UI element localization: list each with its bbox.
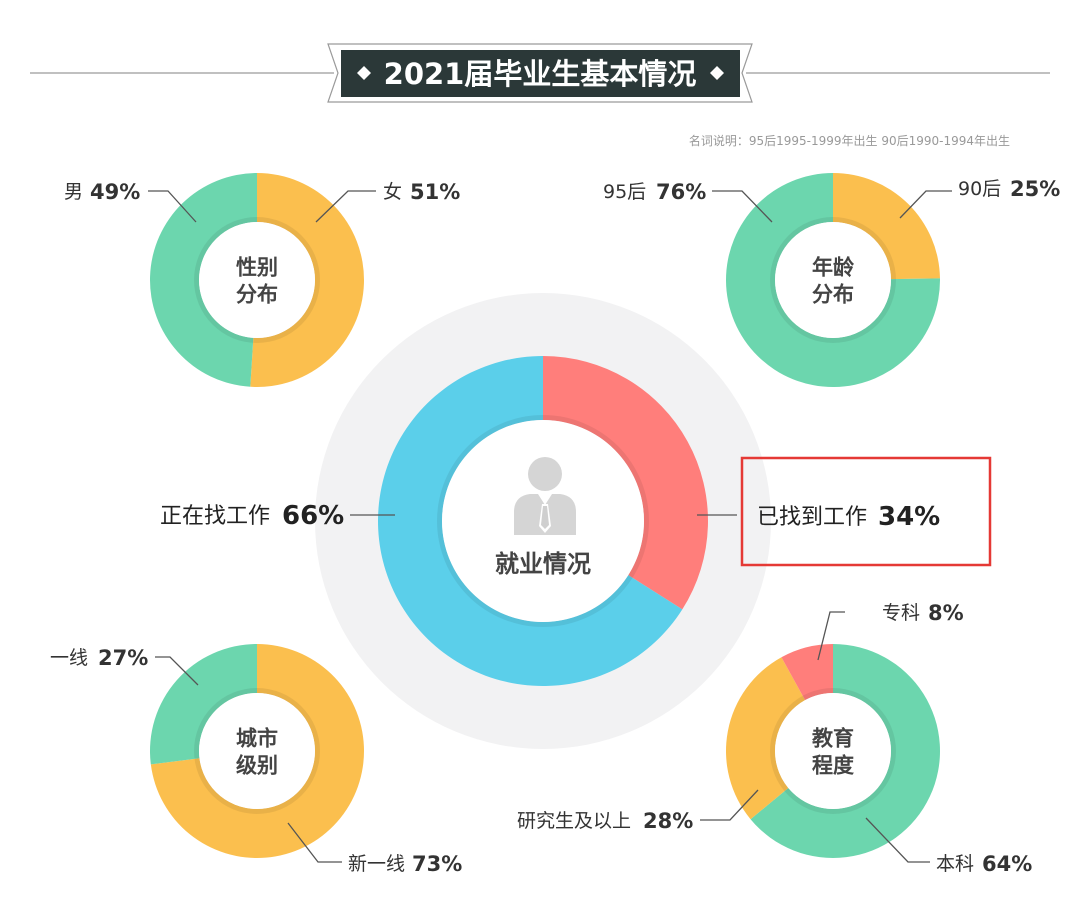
donut-center-label: 级别 (236, 754, 278, 778)
donut-slice-0-0 (250, 173, 365, 387)
label-searching: 正在找工作 66% (160, 501, 344, 531)
page-title: 2021届毕业生基本情况 (384, 57, 697, 91)
slice-name: 本科 (936, 853, 974, 875)
slice-percent: 49% (90, 180, 140, 204)
highlight-box (740, 456, 992, 567)
diamond-right-icon (710, 66, 724, 80)
slice-name: 女 (383, 181, 402, 203)
label-new-tier1: 新一线 73% (348, 852, 462, 876)
slice-percent: 51% (410, 180, 460, 204)
donut-slice-4-1 (726, 657, 806, 820)
donut-employment: 就业情况 (377, 356, 708, 686)
slice-name: 一线 (50, 647, 88, 669)
donut-slice-2-1 (377, 356, 683, 686)
slice-percent: 64% (982, 852, 1032, 876)
donut-slice-2-0 (543, 356, 708, 610)
slice-percent: 76% (656, 180, 706, 204)
slice-percent: 73% (412, 852, 462, 876)
slice-name: 专科 (882, 602, 920, 624)
slice-name: 新一线 (348, 853, 405, 875)
donut-hole (775, 222, 891, 338)
donut-center-label: 性别 (236, 256, 278, 280)
donut-hole (199, 222, 315, 338)
label-bachelor: 本科 64% (936, 852, 1032, 876)
leader-female (315, 190, 376, 223)
donut-center-label: 分布 (236, 283, 278, 307)
donut-slice-3-1 (150, 644, 257, 765)
donut-slice-0-1 (150, 173, 257, 387)
label-grad: 研究生及以上 28% (517, 809, 693, 833)
donut-center-label: 教育 (812, 727, 854, 751)
slice-name: 90后 (958, 178, 1001, 200)
slice-percent: 25% (1010, 177, 1060, 201)
leader-95 (712, 190, 773, 223)
slice-percent: 28% (643, 809, 693, 833)
label-college: 专科 8% (882, 601, 964, 625)
leader-male (148, 190, 197, 223)
slice-name: 95后 (603, 181, 646, 203)
person-with-tie-icon (514, 457, 576, 535)
slice-percent: 66% (282, 501, 344, 531)
leader-grad (700, 789, 759, 821)
donut-center-label: 城市 (236, 727, 278, 751)
label-95: 95后 76% (603, 180, 706, 204)
donut-center-label: 程度 (812, 754, 854, 778)
donut-slice-1-1 (726, 173, 940, 387)
donut-slice-4-2 (781, 644, 833, 701)
donut-hole (775, 693, 891, 809)
header-banner: 2021届毕业生基本情况 (30, 43, 1050, 103)
donut-center-label: 年龄 (812, 256, 855, 280)
slice-name: 正在找工作 (160, 504, 270, 529)
donut-slice-3-0 (150, 644, 365, 858)
donut-center-label: 分布 (812, 283, 854, 307)
leader-tier1 (155, 656, 199, 686)
leader-bachelor (865, 817, 930, 863)
label-90: 90后 25% (958, 177, 1060, 201)
leader-new-tier1 (287, 822, 342, 863)
donut-slice-4-0 (750, 644, 940, 858)
leader-90 (899, 190, 952, 219)
slice-name: 研究生及以上 (517, 810, 631, 832)
slice-percent: 34% (878, 502, 940, 532)
label-male: 男 49% (64, 180, 140, 204)
label-found: 已找到工作 34% (757, 502, 940, 532)
slice-name: 男 (64, 181, 83, 203)
donut-hole (199, 693, 315, 809)
slice-percent: 8% (928, 601, 964, 625)
slice-percent: 27% (98, 646, 148, 670)
label-female: 女 51% (383, 180, 460, 204)
donut-slice-1-0 (833, 173, 940, 280)
donut-center-label: 就业情况 (495, 550, 591, 578)
title-plate (341, 50, 740, 97)
diamond-left-icon (357, 66, 371, 80)
label-tier1: 一线 27% (50, 646, 148, 670)
term-note: 名词说明：95后1995-1999年出生 90后1990-1994年出生 (689, 133, 1010, 148)
slice-name: 已找到工作 (757, 505, 867, 530)
leader-college (817, 611, 845, 661)
leader-lines (148, 190, 952, 863)
